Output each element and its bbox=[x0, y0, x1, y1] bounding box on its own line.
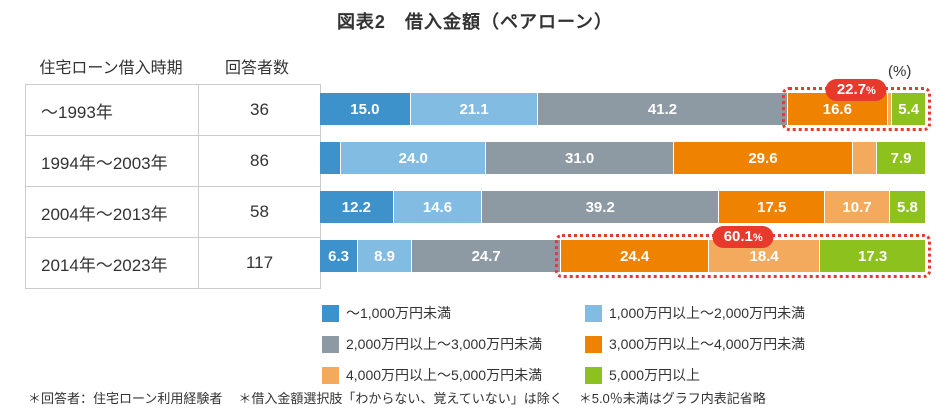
bar-segment: 7.9 bbox=[877, 142, 925, 174]
bar-segment bbox=[320, 142, 342, 174]
legend-label: 2,000万円以上～3,000万円未満 bbox=[346, 336, 543, 352]
legend-label: ～1,000万円未満 bbox=[346, 305, 452, 321]
legend-item: 2,000万円以上～3,000万円未満 bbox=[322, 334, 585, 354]
bar-segment: 41.2 bbox=[538, 93, 788, 125]
footnotes: ＊回答者：住宅ローン利用経験者 ＊借入金額選択肢「わからない、覚えていない」は除く… bbox=[28, 388, 782, 407]
legend-label: 3,000万円以上～4,000万円未満 bbox=[609, 336, 806, 352]
bar-segment: 24.4 bbox=[561, 240, 709, 272]
stacked-bar-row: 12.2 14.6 39.2 17.5 10.7 5.8 bbox=[320, 191, 925, 223]
loan-period-cell: ～1993年 bbox=[25, 84, 199, 136]
callout-percent-sign: % bbox=[752, 232, 763, 244]
table-row: ～1993年 36 bbox=[25, 84, 321, 136]
legend-swatch bbox=[322, 335, 339, 353]
legend-item: ～1,000万円未満 bbox=[322, 303, 585, 323]
legend-item: 5,000万円以上 bbox=[585, 365, 805, 385]
callout-badge: 22.7% bbox=[825, 79, 887, 101]
bar-segment: 15.0 bbox=[320, 93, 411, 125]
bar-segment bbox=[852, 142, 878, 174]
footnote: ＊5.0％未満はグラフ内表記省略 bbox=[578, 391, 766, 406]
respondent-count-cell: 58 bbox=[198, 186, 321, 238]
loan-period-cell: 1994年～2003年 bbox=[25, 135, 199, 187]
bar-segment bbox=[888, 93, 893, 125]
bar-segment: 14.6 bbox=[393, 191, 483, 223]
legend-item: 4,000万円以上～5,000万円未満 bbox=[322, 365, 585, 385]
chart-legend: ～1,000万円未満 1,000万円以上～2,000万円未満 2,000万円以上～3… bbox=[322, 303, 805, 385]
bar-segment: 39.2 bbox=[482, 191, 720, 223]
callout-value: 60.1 bbox=[723, 228, 753, 245]
bar-segment: 17.5 bbox=[719, 191, 826, 223]
legend-item: 1,000万円以上～2,000万円未満 bbox=[585, 303, 805, 323]
bar-segment: 21.1 bbox=[410, 93, 539, 125]
bar-segment: 17.3 bbox=[820, 240, 925, 272]
bar-segment: 6.3 bbox=[320, 240, 359, 272]
legend-label: 1,000万円以上～2,000万円未満 bbox=[609, 305, 806, 321]
legend-swatch bbox=[585, 366, 602, 384]
legend-swatch bbox=[585, 335, 602, 353]
bar-segment: 10.7 bbox=[825, 191, 890, 223]
table-header-respondents: 回答者数 bbox=[224, 60, 289, 77]
stacked-bar-row: 6.3 8.9 24.7 24.4 18.4 17.3 bbox=[320, 240, 925, 272]
stacked-bar-row: 24.0 31.0 29.6 7.9 bbox=[320, 142, 925, 174]
page-title: 図表2 借入金額（ペアローン） bbox=[336, 12, 614, 32]
legend-swatch bbox=[322, 366, 339, 384]
unit-label: (%) bbox=[888, 63, 912, 80]
table-header: 住宅ローン借入時期 回答者数 bbox=[25, 54, 317, 78]
callout-badge: 60.1% bbox=[712, 226, 774, 248]
bar-segment: 24.0 bbox=[341, 142, 487, 174]
bar-segment: 8.9 bbox=[358, 240, 412, 272]
loan-table-body: ～1993年 36 1994年～2003年 86 2004年～2013年 58 2014年～… bbox=[25, 84, 321, 289]
legend-item: 3,000万円以上～4,000万円未満 bbox=[585, 334, 805, 354]
respondent-count-cell: 117 bbox=[198, 237, 321, 289]
callout-percent-sign: % bbox=[866, 85, 876, 97]
respondent-count-cell: 86 bbox=[198, 135, 321, 187]
legend-swatch bbox=[585, 304, 602, 322]
bar-segment: 29.6 bbox=[673, 142, 853, 174]
bar-segment: 5.8 bbox=[889, 191, 925, 223]
callout-value: 22.7 bbox=[836, 81, 867, 98]
bar-segment: 31.0 bbox=[486, 142, 674, 174]
table-header-period: 住宅ローン借入時期 bbox=[39, 60, 183, 77]
legend-label: 5,000万円以上 bbox=[609, 367, 701, 383]
footnote: ＊借入金額選択肢「わからない、覚えていない」は除く bbox=[238, 391, 563, 406]
legend-swatch bbox=[322, 304, 339, 322]
bar-segment: 12.2 bbox=[320, 191, 394, 223]
loan-period-cell: 2014年～2023年 bbox=[25, 237, 199, 289]
table-row: 1994年～2003年 86 bbox=[25, 135, 321, 187]
loan-period-table: ～1993年 36 1994年～2003年 86 2004年～2013年 58 2014年～… bbox=[25, 84, 321, 289]
bar-segment: 5.4 bbox=[892, 93, 925, 125]
table-row: 2014年～2023年 117 bbox=[25, 237, 321, 289]
legend-label: 4,000万円以上～5,000万円未満 bbox=[346, 367, 543, 383]
footnote: ＊回答者：住宅ローン利用経験者 bbox=[28, 391, 223, 406]
bar-segment: 24.7 bbox=[411, 240, 562, 272]
